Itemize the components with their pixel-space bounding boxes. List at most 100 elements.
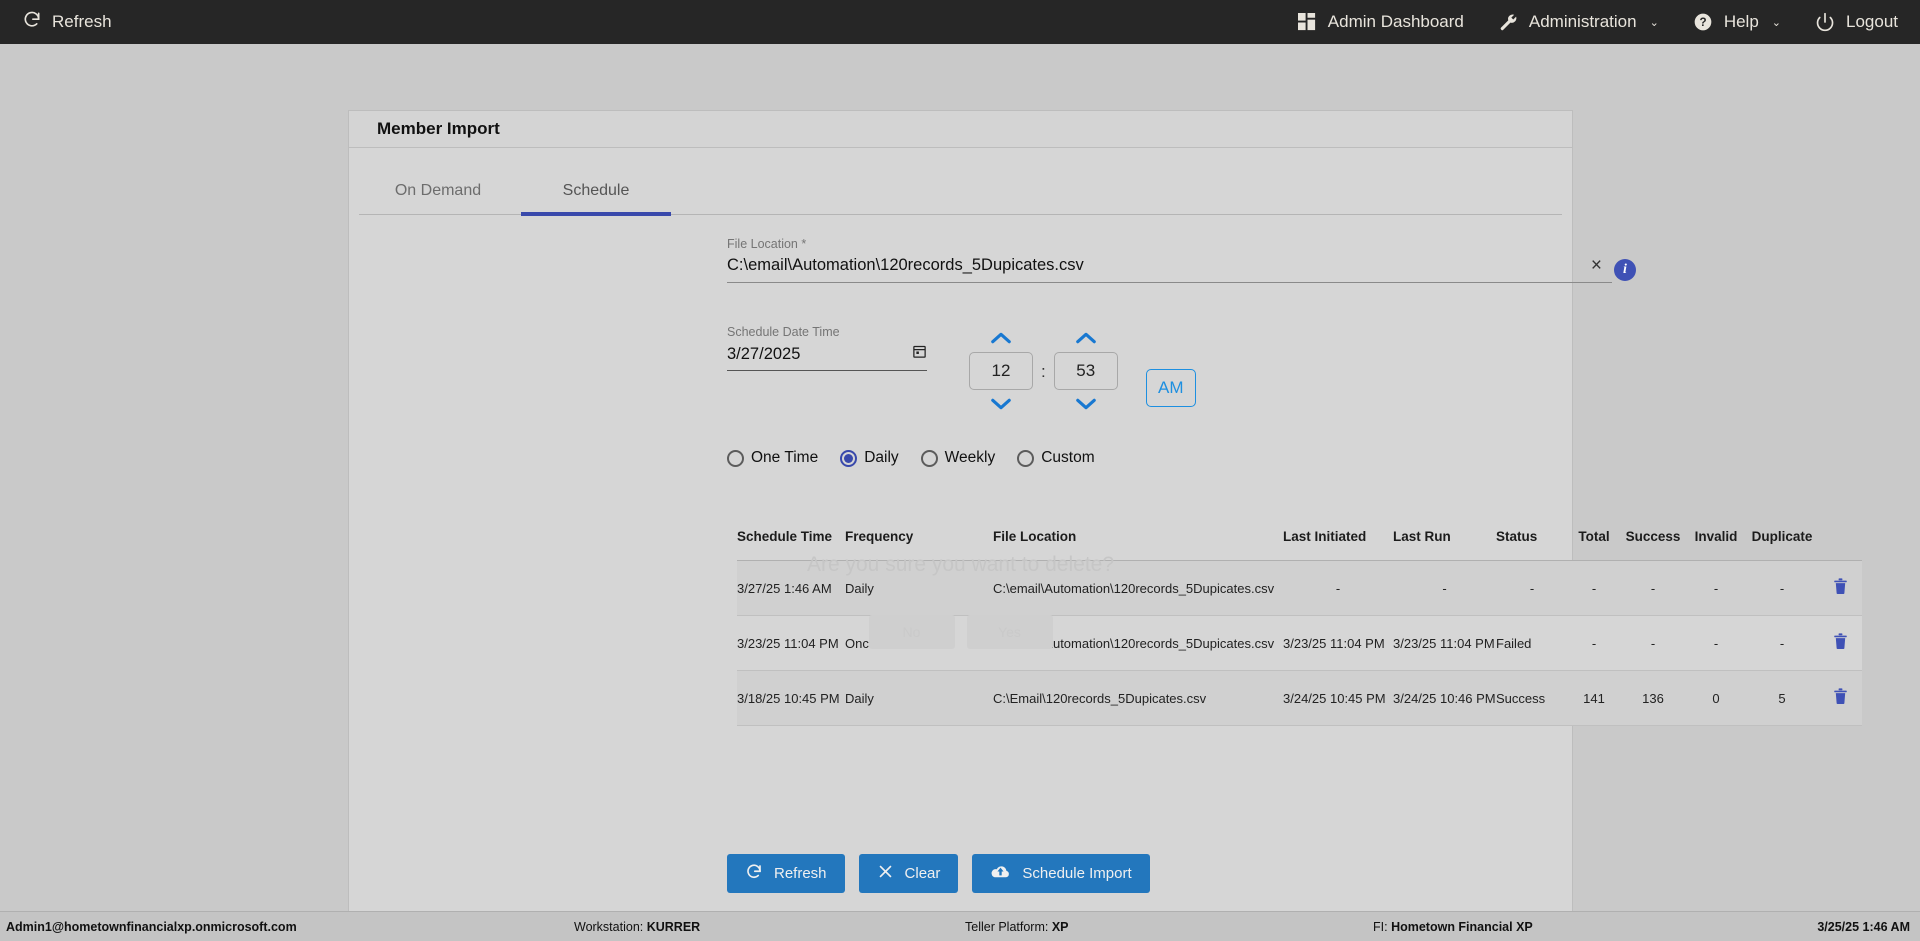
- trash-icon[interactable]: [1833, 688, 1848, 708]
- cell-schedule-time: 3/23/25 11:04 PM: [737, 615, 845, 671]
- table-row[interactable]: 3/23/25 11:04 PM Once C:\email\Automatio…: [737, 615, 1862, 671]
- clear-button-label: Clear: [904, 865, 941, 882]
- cell-file-location: C:\email\Automation\120records_5Dupicate…: [993, 560, 1283, 616]
- col-delete: [1818, 515, 1862, 561]
- tab-on-demand[interactable]: On Demand: [359, 166, 517, 214]
- col-last-run: Last Run: [1393, 515, 1496, 561]
- radio-daily[interactable]: Daily: [840, 449, 899, 467]
- footer-fi-label: FI:: [1373, 919, 1392, 934]
- chevron-up-icon[interactable]: [1065, 327, 1107, 349]
- topbar-refresh-label: Refresh: [52, 12, 112, 31]
- wrench-icon: [1498, 12, 1518, 32]
- cell-invalid: -: [1686, 615, 1746, 671]
- calendar-icon[interactable]: [912, 344, 927, 364]
- clear-icon[interactable]: ×: [1590, 255, 1602, 276]
- col-invalid: Invalid: [1686, 515, 1746, 561]
- minute-spinner: 53: [1053, 327, 1118, 415]
- time-picker-group: 12 :: [969, 325, 1196, 415]
- tab-schedule-label: Schedule: [562, 182, 630, 199]
- topbar-refresh-button[interactable]: Refresh: [22, 10, 112, 35]
- time-separator: :: [1041, 362, 1046, 381]
- file-location-field: File Location * C:\email\Automation\120r…: [727, 237, 1636, 283]
- refresh-button[interactable]: Refresh: [727, 854, 845, 893]
- cell-total: 141: [1568, 670, 1620, 726]
- top-navigation-bar: Refresh Admin Dashboard Administration ⌄: [0, 0, 1920, 44]
- chevron-down-icon[interactable]: [980, 393, 1022, 415]
- status-footer: Admin1@hometownfinancialxp.onmicrosoft.c…: [0, 911, 1920, 941]
- table-body: 3/27/25 1:46 AM Daily C:\email\Automatio…: [737, 560, 1862, 726]
- footer-workstation-value: KURRER: [646, 919, 701, 934]
- clear-button[interactable]: Clear: [858, 854, 959, 893]
- hour-input[interactable]: 12: [969, 352, 1033, 390]
- nav-admin-dashboard-label: Admin Dashboard: [1327, 12, 1464, 31]
- cell-schedule-time: 3/27/25 1:46 AM: [737, 560, 845, 616]
- col-duplicate: Duplicate: [1746, 515, 1818, 561]
- svg-text:?: ?: [1699, 16, 1706, 29]
- radio-circle-icon: [727, 449, 744, 467]
- footer-platform-value: XP: [1051, 919, 1069, 934]
- file-location-input[interactable]: C:\email\Automation\120records_5Dupicate…: [727, 256, 1084, 274]
- cell-duplicate: -: [1746, 615, 1818, 671]
- topbar-nav-group: Admin Dashboard Administration ⌄ ? Help …: [1297, 12, 1898, 32]
- tab-on-demand-label: On Demand: [394, 182, 482, 199]
- trash-icon[interactable]: [1833, 633, 1848, 653]
- power-icon: [1815, 12, 1835, 32]
- nav-admin-dashboard[interactable]: Admin Dashboard: [1297, 12, 1464, 32]
- cell-total: -: [1568, 615, 1620, 671]
- radio-custom[interactable]: Custom: [1017, 449, 1095, 467]
- cell-invalid: -: [1686, 560, 1746, 616]
- nav-help[interactable]: ? Help ⌄: [1693, 12, 1781, 32]
- cell-status: -: [1496, 560, 1568, 616]
- cell-status: Failed: [1496, 615, 1568, 671]
- table-row[interactable]: 3/27/25 1:46 AM Daily C:\email\Automatio…: [737, 560, 1862, 616]
- chevron-up-icon[interactable]: [980, 327, 1022, 349]
- hour-spinner: 12: [969, 327, 1033, 415]
- schedule-import-button-label: Schedule Import: [1022, 865, 1132, 882]
- schedule-date-input[interactable]: 3/27/2025: [727, 344, 801, 363]
- card-body: On Demand Schedule File Location * C:\em…: [348, 148, 1862, 941]
- tab-bar: On Demand Schedule: [349, 148, 1572, 216]
- chevron-down-icon: ⌄: [1649, 16, 1659, 29]
- col-file-location: File Location: [993, 515, 1283, 561]
- cell-success: -: [1620, 560, 1686, 616]
- cell-last-initiated: -: [1283, 560, 1393, 616]
- footer-timestamp: 3/25/25 1:46 AM: [1817, 919, 1910, 934]
- radio-circle-icon: [1017, 449, 1035, 467]
- cell-delete: [1818, 615, 1862, 671]
- radio-weekly[interactable]: Weekly: [920, 449, 995, 467]
- footer-fi: FI: Hometown Financial XP: [1373, 920, 1533, 934]
- cell-duplicate: 5: [1746, 670, 1818, 726]
- minute-input[interactable]: 53: [1053, 352, 1118, 390]
- col-schedule-time: Schedule Time: [737, 515, 845, 561]
- trash-icon[interactable]: [1833, 578, 1848, 598]
- schedule-table: Schedule Time Frequency File Location La…: [737, 515, 1862, 726]
- dashboard-grid-icon: [1297, 12, 1317, 32]
- question-circle-icon: ?: [1693, 12, 1713, 32]
- cell-last-run: 3/24/25 10:46 PM: [1393, 670, 1496, 726]
- footer-fi-value: Hometown Financial XP: [1391, 919, 1533, 934]
- col-total: Total: [1568, 515, 1620, 561]
- tab-schedule[interactable]: Schedule: [517, 166, 675, 216]
- table-row[interactable]: 3/18/25 10:45 PM Daily C:\Email\120recor…: [737, 670, 1862, 726]
- schedule-import-button[interactable]: Schedule Import: [972, 854, 1150, 893]
- cell-schedule-time: 3/18/25 10:45 PM: [737, 670, 845, 726]
- nav-logout-label: Logout: [1846, 12, 1898, 31]
- col-frequency: Frequency: [845, 515, 993, 561]
- footer-workstation: Workstation: KURRER: [574, 920, 700, 934]
- chevron-down-icon[interactable]: [1065, 393, 1107, 415]
- footer-teller-platform: Teller Platform: XP: [965, 920, 1069, 934]
- cell-file-location: C:\Email\120records_5Dupicates.csv: [993, 670, 1283, 726]
- footer-platform-label: Teller Platform:: [965, 919, 1052, 934]
- cell-delete: [1818, 560, 1862, 616]
- tab-divider: [359, 214, 1562, 215]
- chevron-down-icon: ⌄: [1771, 16, 1781, 29]
- meridiem-toggle[interactable]: AM: [1145, 369, 1196, 407]
- radio-one-time[interactable]: One Time: [727, 449, 818, 467]
- info-icon[interactable]: i: [1614, 259, 1636, 281]
- nav-administration[interactable]: Administration ⌄: [1498, 12, 1659, 32]
- close-icon: [877, 863, 894, 884]
- cell-duplicate: -: [1746, 560, 1818, 616]
- cell-status: Success: [1496, 670, 1568, 726]
- refresh-icon: [22, 10, 42, 35]
- nav-logout[interactable]: Logout: [1815, 12, 1898, 32]
